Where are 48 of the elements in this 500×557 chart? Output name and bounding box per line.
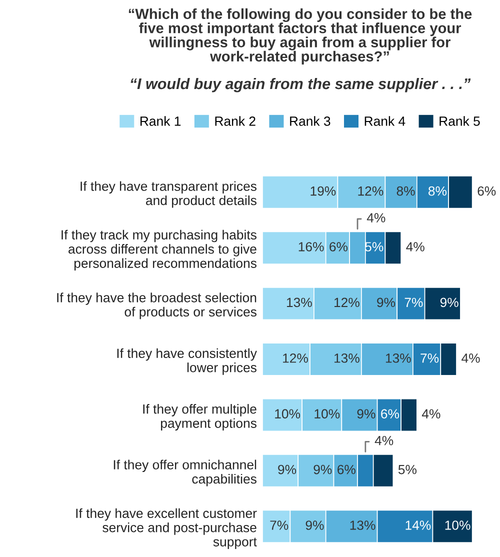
data-label: 13%: [350, 520, 376, 530]
y-tick-label: If they track my purchasing habits across different channels to give personalized recommendations: [62, 230, 256, 271]
y-tick-label: If they have transparent prices and product details: [80, 181, 256, 208]
legend-label: Rank 1: [140, 116, 181, 126]
data-label: 4%: [462, 354, 480, 363]
data-label: 8%: [428, 186, 447, 196]
legend-label: Rank 5: [440, 116, 480, 126]
data-label: 7%: [270, 520, 288, 530]
data-label: 8%: [396, 186, 415, 196]
data-label: 7%: [404, 298, 423, 308]
data-label: 13%: [286, 298, 312, 308]
data-label: 10%: [445, 520, 470, 530]
data-label: 4%: [366, 213, 386, 222]
data-label: 4%: [422, 409, 440, 418]
data-label: 9%: [377, 298, 396, 308]
y-tick-label: If they have consistently lower prices: [117, 348, 257, 375]
data-label: 14%: [406, 520, 431, 530]
data-label: 13%: [386, 353, 411, 363]
chart-subtitle: “I would buy again from the same supplier . . .”: [130, 78, 471, 92]
data-label: 6%: [381, 409, 400, 419]
legend-label: Rank 3: [290, 116, 330, 126]
y-tick-label: If they offer omnichannel capabilities: [114, 460, 256, 486]
data-label: 6%: [338, 464, 356, 474]
data-label: 4%: [374, 436, 394, 446]
data-label: 16%: [298, 242, 324, 252]
legend-label: Rank 2: [215, 116, 256, 126]
data-label: 12%: [283, 353, 308, 363]
y-tick-label: If they have the broadest selection of products or services: [57, 292, 256, 320]
data-label: 6%: [330, 242, 348, 252]
data-label: 13%: [334, 353, 360, 363]
legend-label: Rank 4: [364, 116, 406, 126]
data-label: 7%: [420, 354, 439, 363]
data-label: 10%: [314, 409, 340, 419]
data-label: 9%: [278, 464, 296, 474]
data-label: 12%: [358, 186, 384, 196]
y-tick-label: If they have excellent customer service and post-purchase support: [76, 508, 257, 550]
data-label: 5%: [398, 464, 416, 474]
y-tick-label: If they offer multiple payment options: [143, 404, 256, 431]
chart-title: “Which of the following do you consider to be the five most important factors that influence your willingness to buy again from a supplier for work-related purchases?”: [128, 8, 472, 64]
data-label: 9%: [440, 298, 458, 308]
data-label: 9%: [314, 464, 332, 474]
data-label: 9%: [357, 409, 376, 419]
data-label: 9%: [306, 520, 324, 530]
data-label: 6%: [478, 186, 496, 196]
data-label: 12%: [334, 298, 360, 308]
data-label: 4%: [406, 242, 424, 252]
data-label: 19%: [310, 186, 336, 196]
data-label: 10%: [275, 409, 300, 419]
